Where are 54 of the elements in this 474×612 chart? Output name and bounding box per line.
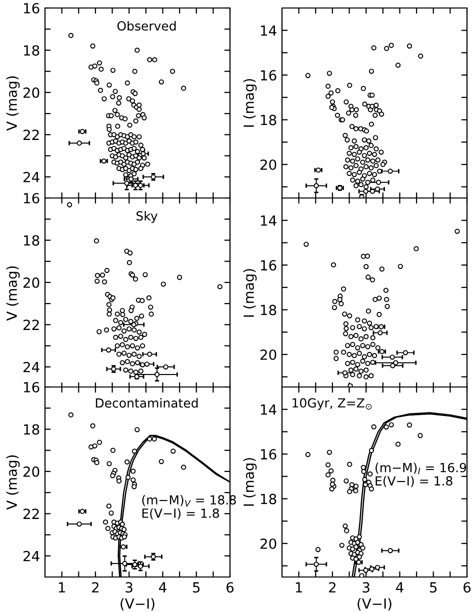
annotation: Observed <box>117 20 176 31</box>
y-axis-title: I (mag) <box>243 269 257 317</box>
y-tick-label: 20 <box>260 538 276 549</box>
x-tick-label: 2 <box>329 582 336 592</box>
y-tick-label: 20 <box>23 466 40 477</box>
y-axis-title: V (mag) <box>6 76 20 131</box>
x-tick-label: 4 <box>158 582 166 592</box>
y-tick-label: 16 <box>24 192 40 204</box>
annotation: 10Gyr, Z=Z$_{⊙}$ <box>292 398 372 410</box>
annotation: E(V−I) = 1.8 <box>142 508 220 520</box>
y-tick-label: 20 <box>260 159 276 170</box>
annotation: Decontaminated <box>96 398 198 408</box>
y-tick-label: 16 <box>24 382 40 392</box>
x-tick-label: 6 <box>226 582 234 593</box>
y-tick-label: 18 <box>24 424 40 435</box>
y-tick-label: 20 <box>260 349 276 360</box>
annotation: (m−M)$_{I}$ = 16.9 <box>376 462 466 474</box>
y-tick-label: 24 <box>23 172 40 182</box>
y-tick-label: 14 <box>260 404 276 415</box>
y-tick-label: 18 <box>260 494 276 504</box>
y-tick-label: 24 <box>23 550 40 562</box>
x-tick-label: 1 <box>58 582 65 592</box>
y-tick-label: 14 <box>260 26 276 36</box>
y-tick-label: 18 <box>260 304 276 316</box>
x-tick-label: 3 <box>126 582 132 593</box>
y-tick-label: 22 <box>23 508 39 519</box>
y-tick-label: 16 <box>260 70 276 81</box>
y-tick-label: 14 <box>260 216 276 226</box>
y-tick-label: 18 <box>260 114 276 126</box>
y-tick-label: 20 <box>23 87 40 98</box>
y-tick-label: 22 <box>23 320 39 330</box>
y-axis-title: V (mag) <box>6 455 20 510</box>
y-tick-label: 22 <box>23 130 39 140</box>
x-tick-label: 6 <box>464 582 471 593</box>
y-tick-label: 18 <box>24 45 40 56</box>
annotation: Sky <box>136 210 158 224</box>
y-axis-title: V (mag) <box>6 266 20 321</box>
annotation: E(V−I) = 1.8 <box>376 476 452 488</box>
x-tick-label: 2 <box>92 582 98 592</box>
x-tick-label: 5 <box>430 582 437 593</box>
x-axis-title: (V−I) <box>358 598 392 610</box>
x-tick-label: 5 <box>193 582 200 593</box>
y-tick-label: 16 <box>24 2 40 14</box>
x-tick-label: 4 <box>396 582 404 592</box>
y-tick-label: 24 <box>23 362 40 372</box>
x-tick-label: 3 <box>362 582 370 593</box>
x-axis-title: (V−I) <box>120 598 154 610</box>
y-tick-label: 18 <box>24 235 40 246</box>
y-tick-label: 20 <box>23 277 40 288</box>
y-tick-label: 16 <box>260 449 276 460</box>
y-axis-title: I (mag) <box>243 458 257 506</box>
y-axis-title: I (mag) <box>243 79 257 127</box>
y-tick-label: 16 <box>260 260 276 271</box>
x-tick-label: 1 <box>296 582 302 592</box>
